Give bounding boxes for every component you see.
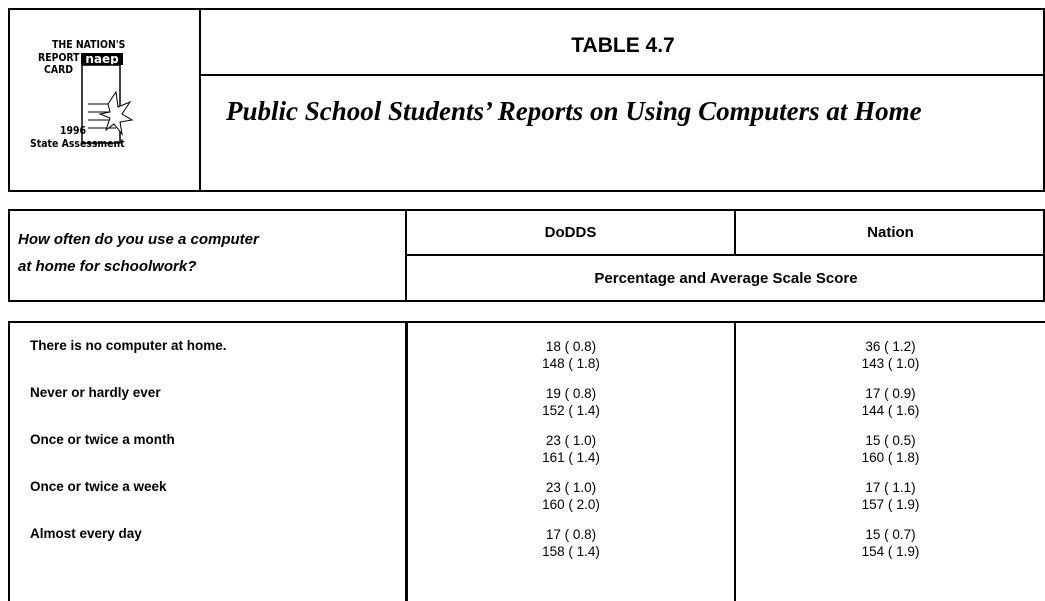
logo-text: CARD (44, 63, 74, 76)
table-title: TABLE 4.7 (571, 34, 675, 57)
cell: 17 ( 0.9) (865, 386, 916, 401)
cell: 152 ( 1.4) (542, 403, 600, 418)
question: at home for schoolwork? (18, 258, 197, 275)
row-label: Almost every day (30, 526, 142, 541)
cell: 160 ( 2.0) (542, 497, 600, 512)
cell: 158 ( 1.4) (542, 544, 600, 559)
divider (8, 321, 1045, 323)
cell: 15 ( 0.7) (865, 527, 916, 542)
logo-text: THE NATION'S (52, 38, 126, 51)
divider (405, 321, 408, 601)
cell: 144 ( 1.6) (861, 403, 920, 418)
row-label: Once or twice a month (30, 432, 175, 447)
cell: 157 ( 1.9) (861, 497, 920, 512)
measure-header: Percentage and Average Scale Score (594, 270, 858, 287)
divider (199, 8, 201, 192)
cell: 17 ( 1.1) (865, 480, 916, 495)
divider (199, 74, 1045, 76)
row-label: There is no computer at home. (30, 338, 227, 353)
cell: 143 ( 1.0) (861, 356, 920, 371)
logo-mark: naep (85, 52, 119, 66)
table-subtitle: Public School Students’ Reports on Using… (226, 96, 922, 126)
question: How often do you use a computer (18, 231, 259, 248)
divider (8, 321, 10, 601)
cell: 154 ( 1.9) (861, 544, 920, 559)
logo-text: REPORT (38, 51, 80, 64)
cell: 161 ( 1.4) (542, 450, 600, 465)
cell: 23 ( 1.0) (545, 433, 597, 448)
divider (734, 321, 736, 601)
logo-text: State Assessment (30, 137, 125, 150)
cell: 148 ( 1.8) (542, 356, 600, 371)
cell: 23 ( 1.0) (545, 480, 597, 495)
divider (405, 254, 1045, 256)
cell: 18 ( 0.8) (545, 339, 597, 354)
logo-text: 1996 (60, 124, 87, 137)
cell: 160 ( 1.8) (861, 450, 920, 465)
cell: 15 ( 0.5) (865, 433, 916, 448)
column-header: Nation (867, 224, 914, 241)
cell: 19 ( 0.8) (545, 386, 597, 401)
header-box (8, 8, 1045, 192)
row-label: Never or hardly ever (30, 385, 161, 400)
cell: 17 ( 0.8) (545, 527, 597, 542)
divider (734, 209, 736, 256)
column-header: DoDDS (544, 224, 597, 241)
row-label: Once or twice a week (30, 479, 167, 494)
logo-graphic: naep (81, 52, 134, 144)
cell: 36 ( 1.2) (865, 339, 916, 354)
